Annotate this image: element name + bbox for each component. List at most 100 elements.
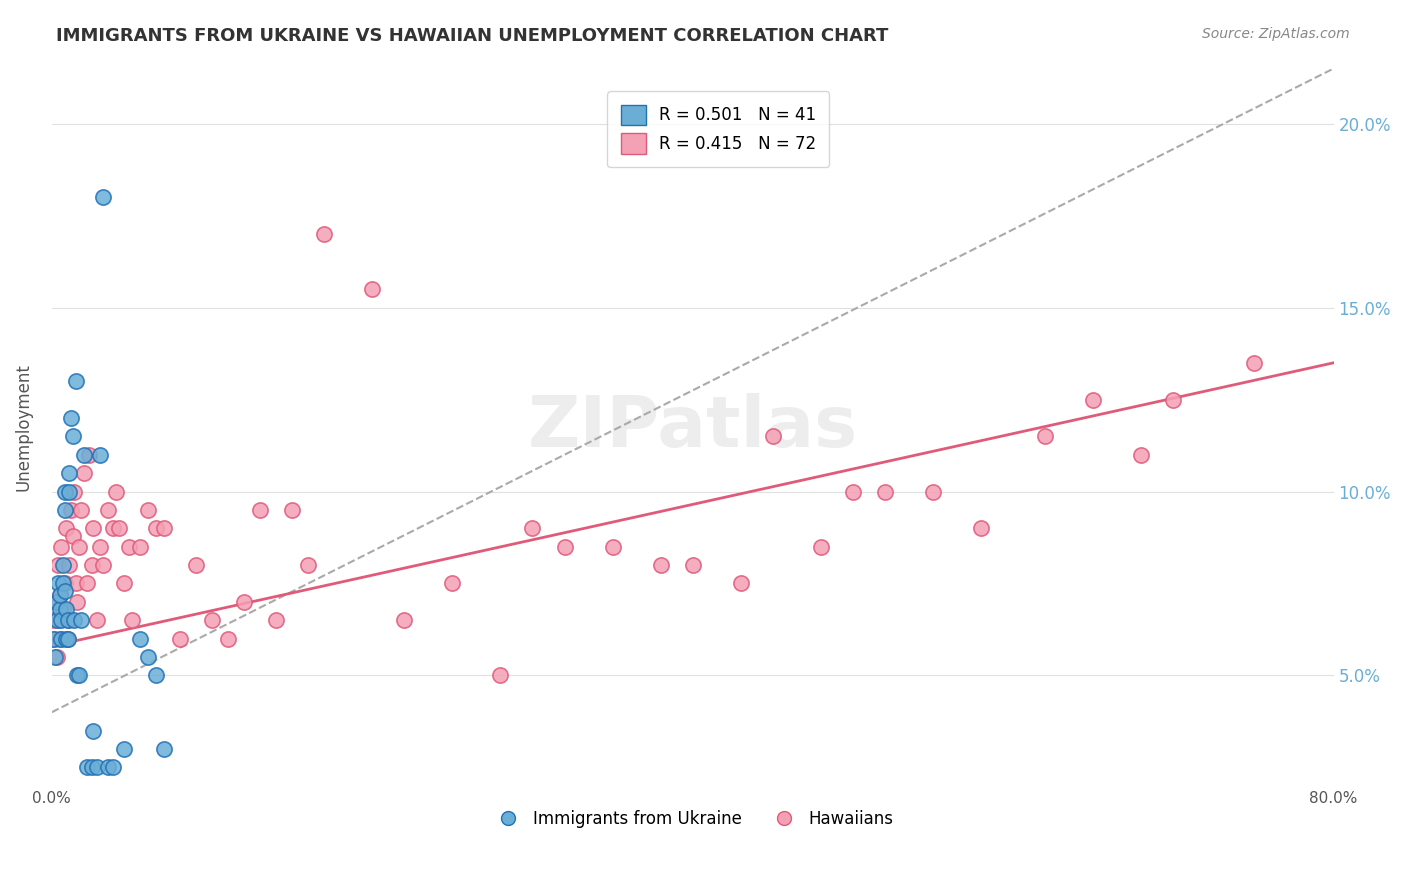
Hawaiians <box>53 576 76 591</box>
Hawaiians <box>91 558 114 573</box>
Hawaiians <box>264 613 287 627</box>
Immigrants from Ukraine <box>44 650 66 665</box>
Hawaiians <box>810 540 832 554</box>
Hawaiians <box>842 484 865 499</box>
Hawaiians <box>58 558 80 573</box>
Hawaiians <box>682 558 704 573</box>
Hawaiians <box>52 602 75 616</box>
Y-axis label: Unemployment: Unemployment <box>15 363 32 491</box>
Hawaiians <box>56 632 79 646</box>
Immigrants from Ukraine <box>52 576 75 591</box>
Hawaiians <box>63 484 86 499</box>
Hawaiians <box>314 227 336 241</box>
Hawaiians <box>45 650 67 665</box>
Hawaiians <box>86 613 108 627</box>
Hawaiians <box>49 632 72 646</box>
Hawaiians <box>56 613 79 627</box>
Immigrants from Ukraine <box>69 613 91 627</box>
Hawaiians <box>46 613 69 627</box>
Immigrants from Ukraine <box>56 632 79 646</box>
Immigrants from Ukraine <box>82 723 104 738</box>
Hawaiians <box>394 613 416 627</box>
Hawaiians <box>1033 429 1056 443</box>
Hawaiians <box>62 529 84 543</box>
Immigrants from Ukraine <box>136 650 159 665</box>
Hawaiians <box>1083 392 1105 407</box>
Immigrants from Ukraine <box>101 760 124 774</box>
Text: IMMIGRANTS FROM UKRAINE VS HAWAIIAN UNEMPLOYMENT CORRELATION CHART: IMMIGRANTS FROM UKRAINE VS HAWAIIAN UNEM… <box>56 27 889 45</box>
Hawaiians <box>55 521 77 535</box>
Hawaiians <box>112 576 135 591</box>
Hawaiians <box>101 521 124 535</box>
Immigrants from Ukraine <box>55 602 77 616</box>
Hawaiians <box>249 503 271 517</box>
Hawaiians <box>44 632 66 646</box>
Hawaiians <box>67 540 90 554</box>
Immigrants from Ukraine <box>58 466 80 480</box>
Hawaiians <box>108 521 131 535</box>
Hawaiians <box>73 466 96 480</box>
Hawaiians <box>1163 392 1185 407</box>
Immigrants from Ukraine <box>45 595 67 609</box>
Hawaiians <box>128 540 150 554</box>
Immigrants from Ukraine <box>145 668 167 682</box>
Immigrants from Ukraine <box>49 587 72 601</box>
Immigrants from Ukraine <box>46 576 69 591</box>
Hawaiians <box>489 668 512 682</box>
Immigrants from Ukraine <box>65 374 87 388</box>
Immigrants from Ukraine <box>53 583 76 598</box>
Hawaiians <box>121 613 143 627</box>
Hawaiians <box>873 484 896 499</box>
Immigrants from Ukraine <box>153 742 176 756</box>
Immigrants from Ukraine <box>62 429 84 443</box>
Hawaiians <box>76 576 98 591</box>
Immigrants from Ukraine <box>42 632 65 646</box>
Hawaiians <box>297 558 319 573</box>
Hawaiians <box>42 613 65 627</box>
Hawaiians <box>82 521 104 535</box>
Hawaiians <box>970 521 993 535</box>
Hawaiians <box>46 558 69 573</box>
Hawaiians <box>169 632 191 646</box>
Immigrants from Ukraine <box>53 484 76 499</box>
Immigrants from Ukraine <box>97 760 120 774</box>
Hawaiians <box>217 632 239 646</box>
Hawaiians <box>97 503 120 517</box>
Hawaiians <box>77 448 100 462</box>
Immigrants from Ukraine <box>49 602 72 616</box>
Immigrants from Ukraine <box>73 448 96 462</box>
Hawaiians <box>281 503 304 517</box>
Hawaiians <box>45 595 67 609</box>
Hawaiians <box>184 558 207 573</box>
Hawaiians <box>1243 356 1265 370</box>
Hawaiians <box>602 540 624 554</box>
Hawaiians <box>80 558 103 573</box>
Text: ZIPatlas: ZIPatlas <box>527 392 858 462</box>
Immigrants from Ukraine <box>58 484 80 499</box>
Immigrants from Ukraine <box>59 411 82 425</box>
Hawaiians <box>89 540 111 554</box>
Hawaiians <box>762 429 785 443</box>
Legend: Immigrants from Ukraine, Hawaiians: Immigrants from Ukraine, Hawaiians <box>485 804 900 835</box>
Hawaiians <box>59 503 82 517</box>
Hawaiians <box>145 521 167 535</box>
Immigrants from Ukraine <box>112 742 135 756</box>
Hawaiians <box>441 576 464 591</box>
Hawaiians <box>361 282 384 296</box>
Immigrants from Ukraine <box>67 668 90 682</box>
Immigrants from Ukraine <box>86 760 108 774</box>
Immigrants from Ukraine <box>51 632 73 646</box>
Hawaiians <box>522 521 544 535</box>
Hawaiians <box>233 595 256 609</box>
Hawaiians <box>104 484 127 499</box>
Hawaiians <box>65 576 87 591</box>
Immigrants from Ukraine <box>80 760 103 774</box>
Hawaiians <box>49 587 72 601</box>
Hawaiians <box>922 484 945 499</box>
Hawaiians <box>730 576 752 591</box>
Immigrants from Ukraine <box>91 190 114 204</box>
Immigrants from Ukraine <box>128 632 150 646</box>
Immigrants from Ukraine <box>76 760 98 774</box>
Immigrants from Ukraine <box>63 613 86 627</box>
Hawaiians <box>51 540 73 554</box>
